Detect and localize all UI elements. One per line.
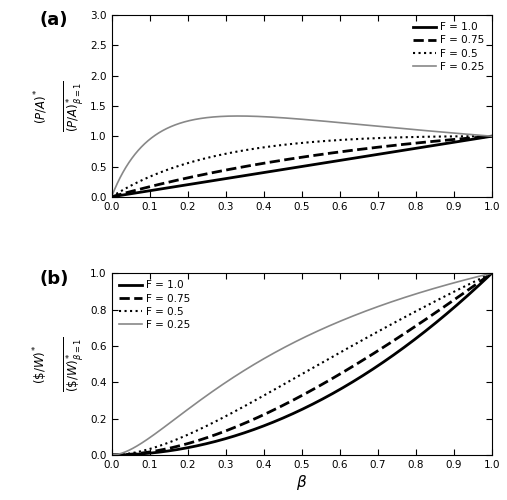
F = 1.0 xyxy=(294,164,300,170)
F = 0.25 xyxy=(478,132,484,138)
F = 0.25 xyxy=(108,194,115,200)
F = 1.0 xyxy=(478,135,484,141)
F = 0.75 xyxy=(489,133,495,139)
F = 0.25 xyxy=(478,132,484,138)
Text: (b): (b) xyxy=(40,270,68,287)
F = 0.25 xyxy=(283,115,289,121)
F = 0.5 xyxy=(478,276,484,281)
F = 0.5 xyxy=(108,194,115,200)
F = 0.25 xyxy=(408,292,414,298)
F = 0.25 xyxy=(235,113,241,119)
F = 0.5 xyxy=(478,276,484,281)
F = 0.5 xyxy=(294,374,300,380)
Y-axis label: $(P/A)^*$
$\overline{(P/A)^*_{\beta=1}}$: $(P/A)^*$ $\overline{(P/A)^*_{\beta=1}}$ xyxy=(32,80,86,132)
F = 0.25 xyxy=(294,116,300,122)
F = 0.25 xyxy=(283,344,289,349)
F = 1.0 xyxy=(408,146,414,152)
F = 0.25 xyxy=(128,156,134,162)
F = 0.25 xyxy=(108,452,115,458)
F = 0.5 xyxy=(489,133,495,139)
F = 1.0 xyxy=(408,340,414,345)
F = 0.75 xyxy=(489,270,495,276)
F = 1.0 xyxy=(478,281,484,287)
Line: F = 0.75: F = 0.75 xyxy=(112,136,492,197)
F = 0.75 xyxy=(283,400,289,406)
Line: F = 1.0: F = 1.0 xyxy=(112,273,492,455)
Line: F = 0.25: F = 0.25 xyxy=(112,273,492,455)
F = 0.5 xyxy=(283,142,289,148)
F = 0.5 xyxy=(128,182,134,188)
F = 0.75 xyxy=(128,188,134,194)
F = 0.75 xyxy=(128,451,134,457)
F = 0.5 xyxy=(408,311,414,317)
X-axis label: $\beta$: $\beta$ xyxy=(296,472,307,492)
F = 1.0 xyxy=(108,452,115,458)
F = 0.5 xyxy=(283,380,289,386)
F = 0.25 xyxy=(294,338,300,344)
F = 1.0 xyxy=(128,190,134,196)
F = 0.75 xyxy=(478,278,484,284)
F = 0.25 xyxy=(128,446,134,452)
F = 0.5 xyxy=(128,450,134,456)
F = 0.5 xyxy=(478,133,484,139)
F = 0.5 xyxy=(294,140,300,146)
Text: (a): (a) xyxy=(40,12,68,30)
F = 0.25 xyxy=(478,273,484,279)
Legend: F = 1.0, F = 0.75, F = 0.5, F = 0.25: F = 1.0, F = 0.75, F = 0.5, F = 0.25 xyxy=(117,278,192,332)
F = 0.75 xyxy=(478,134,484,140)
F = 0.5 xyxy=(478,133,484,139)
F = 0.75 xyxy=(108,452,115,458)
F = 0.25 xyxy=(408,126,414,132)
Y-axis label: $(\$/W)^*$
$\overline{(\$/W)^*_{\beta=1}}$: $(\$/W)^*$ $\overline{(\$/W)^*_{\beta=1}… xyxy=(31,336,86,392)
F = 0.5 xyxy=(408,134,414,140)
Line: F = 0.5: F = 0.5 xyxy=(112,273,492,455)
F = 0.75 xyxy=(294,396,300,402)
F = 1.0 xyxy=(294,409,300,415)
F = 1.0 xyxy=(283,166,289,172)
F = 0.75 xyxy=(294,155,300,161)
F = 1.0 xyxy=(489,270,495,276)
Line: F = 0.75: F = 0.75 xyxy=(112,273,492,455)
F = 0.75 xyxy=(478,134,484,140)
F = 0.25 xyxy=(489,270,495,276)
Line: F = 1.0: F = 1.0 xyxy=(112,136,492,197)
F = 0.75 xyxy=(108,194,115,200)
F = 0.75 xyxy=(283,156,289,162)
F = 0.5 xyxy=(489,270,495,276)
Line: F = 0.25: F = 0.25 xyxy=(112,116,492,196)
F = 1.0 xyxy=(283,414,289,420)
F = 0.5 xyxy=(108,452,115,458)
Line: F = 0.5: F = 0.5 xyxy=(112,136,492,197)
F = 1.0 xyxy=(478,280,484,286)
F = 1.0 xyxy=(489,133,495,139)
F = 0.25 xyxy=(489,133,495,139)
F = 0.75 xyxy=(408,140,414,146)
F = 1.0 xyxy=(478,135,484,141)
F = 1.0 xyxy=(128,452,134,458)
F = 0.75 xyxy=(408,326,414,332)
Legend: F = 1.0, F = 0.75, F = 0.5, F = 0.25: F = 1.0, F = 0.75, F = 0.5, F = 0.25 xyxy=(411,20,487,74)
F = 0.75 xyxy=(478,278,484,284)
F = 1.0 xyxy=(108,194,115,200)
F = 0.25 xyxy=(478,273,484,279)
